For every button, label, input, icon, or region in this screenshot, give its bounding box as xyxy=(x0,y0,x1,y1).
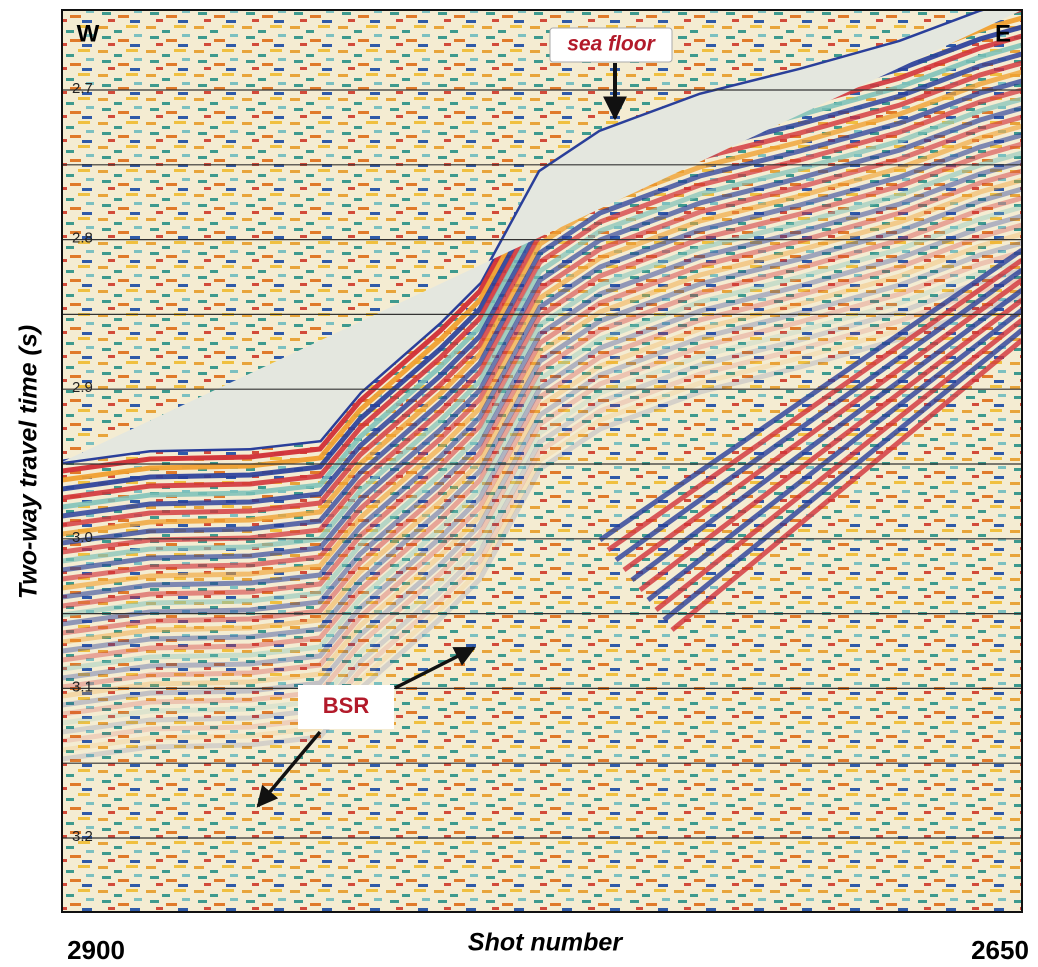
x-axis-label: Shot number xyxy=(468,929,623,957)
bsr-label: BSR xyxy=(323,693,370,718)
sea-floor-label: sea floor xyxy=(567,33,656,56)
east-label: E xyxy=(995,20,1011,47)
y-axis-label: Two-way travel time (s) xyxy=(15,325,43,599)
y-tick-label: 3.1 xyxy=(72,678,93,695)
y-tick-label: 2.8 xyxy=(72,230,93,247)
west-label: W xyxy=(77,20,100,47)
y-tick-label: 3.2 xyxy=(72,828,93,845)
y-tick-label: 2.9 xyxy=(72,379,93,396)
x-start-label: 2900 xyxy=(67,935,125,965)
x-end-label: 2650 xyxy=(971,935,1029,965)
seismic-section xyxy=(62,0,1022,912)
figure: W E sea floor BSR 2.7 2.8 2.9 3.0 3.1 3.2 Two… xyxy=(0,0,1038,967)
y-tick-label: 3.0 xyxy=(72,529,93,546)
y-tick-label: 2.7 xyxy=(72,80,93,97)
